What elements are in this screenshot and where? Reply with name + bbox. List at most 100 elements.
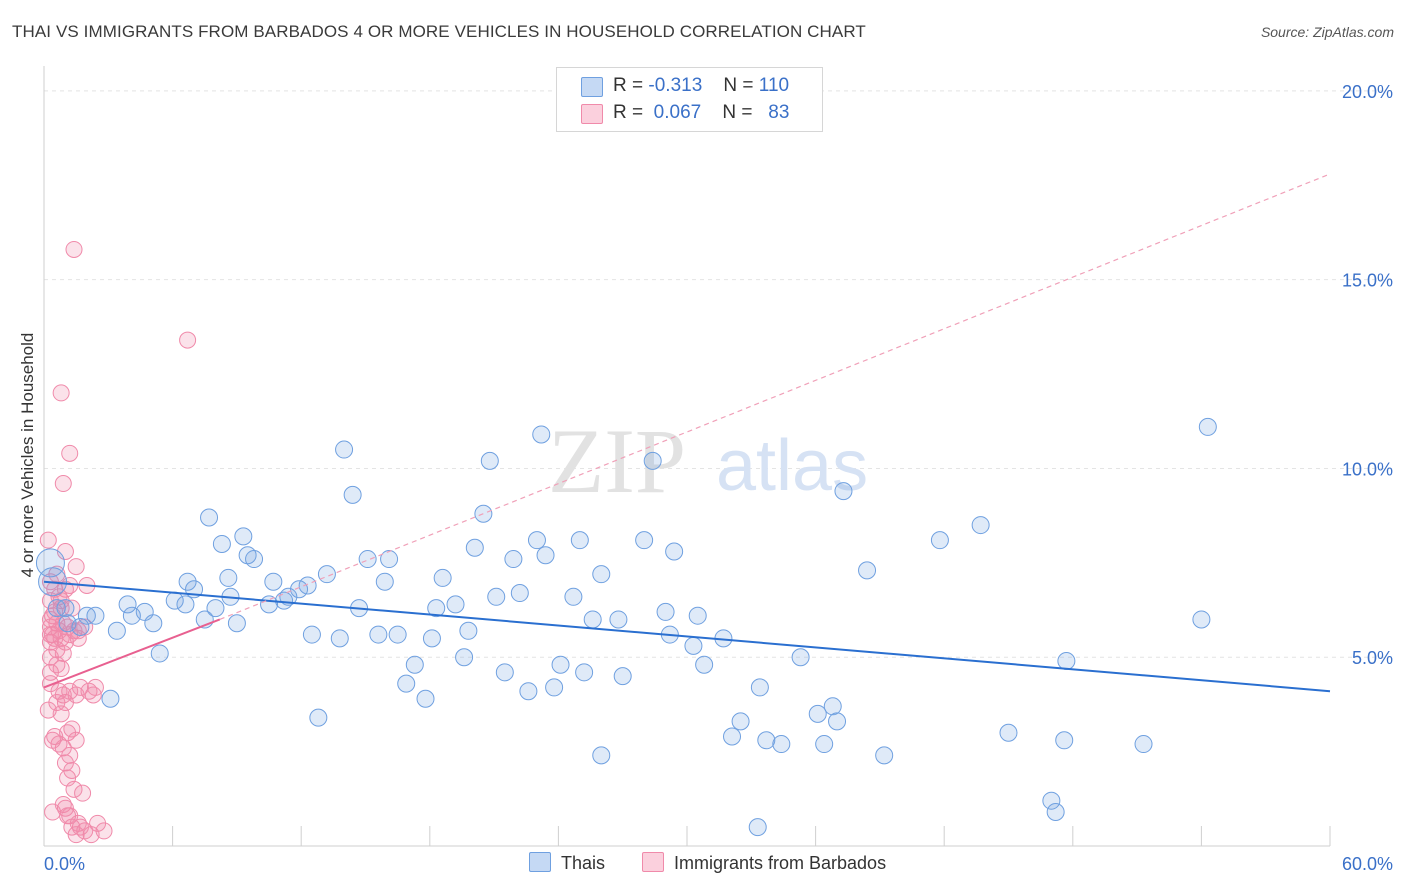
point-thais: [58, 614, 77, 633]
point-thais: [731, 712, 750, 731]
point-thais: [613, 667, 632, 686]
y-axis-label: 4 or more Vehicles in Household: [18, 332, 37, 578]
series-thais-points: [35, 417, 1217, 837]
point-thais: [495, 663, 514, 682]
point-thais: [772, 735, 791, 754]
point-thais: [643, 451, 662, 470]
point-thais: [834, 482, 853, 501]
point-thais: [302, 625, 321, 644]
point-thais: [510, 584, 529, 603]
point-barbados: [39, 701, 57, 719]
point-barbados: [63, 761, 81, 779]
point-thais: [298, 576, 317, 595]
point-barbados: [54, 475, 72, 493]
point-thais: [178, 572, 197, 591]
correlation-legend: R = -0.313 N = 110 R = 0.067 N = 83: [556, 67, 823, 132]
point-thais: [504, 550, 523, 569]
point-thais: [234, 527, 253, 546]
point-thais: [330, 629, 349, 648]
point-thais: [564, 587, 583, 606]
point-thais: [527, 531, 546, 550]
bottom-swatch-barbados: [642, 852, 664, 872]
point-thais: [688, 606, 707, 625]
point-thais: [427, 599, 446, 618]
point-barbados: [54, 644, 72, 662]
watermark-atlas: atlas: [716, 426, 868, 506]
point-barbados: [67, 558, 85, 576]
point-barbados: [56, 543, 74, 561]
axes: [43, 66, 1331, 847]
point-barbados: [61, 746, 79, 764]
point-thais: [592, 746, 611, 765]
point-thais: [828, 712, 847, 731]
point-barbados: [52, 660, 70, 678]
point-thais: [748, 818, 767, 837]
point-barbados: [65, 780, 83, 798]
point-thais: [416, 689, 435, 708]
point-thais: [405, 655, 424, 674]
point-thais: [635, 531, 654, 550]
point-thais: [433, 568, 452, 587]
point-thais: [264, 572, 283, 591]
point-thais: [858, 561, 877, 580]
point-thais: [459, 621, 478, 640]
point-thais: [609, 610, 628, 629]
point-thais: [343, 485, 362, 504]
legend-swatch-thais: [581, 77, 603, 97]
point-barbados: [74, 784, 92, 802]
point-thais: [245, 550, 264, 569]
point-thais: [397, 674, 416, 693]
point-thais: [583, 610, 602, 629]
point-thais: [999, 723, 1018, 742]
trend-line-barbados-extension: [219, 173, 1331, 621]
point-barbados: [39, 531, 57, 549]
legend-n-label: N =: [722, 102, 753, 123]
point-thais: [118, 595, 137, 614]
point-thais: [757, 731, 776, 750]
source-label: Source: ZipAtlas.com: [1260, 24, 1394, 40]
point-thais: [369, 625, 388, 644]
point-thais: [665, 542, 684, 561]
point-thais: [335, 440, 354, 459]
point-thais: [570, 531, 589, 550]
point-thais: [875, 746, 894, 765]
point-barbados: [179, 331, 197, 349]
trend-line-barbados: [43, 618, 221, 689]
point-thais: [47, 599, 66, 618]
x-tick-label: 60.0%: [1342, 854, 1393, 874]
legend-n-value: 110: [758, 75, 790, 96]
point-thais: [695, 655, 714, 674]
point-thais: [971, 516, 990, 535]
legend-swatch-barbados: [581, 104, 603, 124]
point-thais: [1134, 735, 1153, 754]
legend-r-label: R =: [613, 102, 644, 123]
point-barbados: [76, 618, 94, 636]
point-barbados: [46, 728, 64, 746]
point-thais: [35, 548, 65, 578]
legend-r-value: -0.313: [648, 75, 703, 96]
point-thais: [551, 655, 570, 674]
point-thais: [206, 599, 225, 618]
point-thais: [1057, 651, 1076, 670]
point-thais: [176, 595, 195, 614]
legend-n-label: N =: [723, 75, 754, 96]
series-barbados-points: [39, 240, 197, 844]
point-thais: [1046, 803, 1065, 822]
grid-lines: [44, 90, 1394, 658]
point-thais: [200, 508, 219, 527]
legend-r-label: R =: [613, 75, 644, 96]
point-thais: [290, 580, 309, 599]
tick-labels: 5.0% 10.0% 15.0% 20.0% 0.0% 60.0%: [44, 82, 1393, 874]
point-thais: [260, 595, 279, 614]
point-barbados: [67, 731, 85, 749]
point-thais: [656, 602, 675, 621]
point-thais: [309, 708, 328, 727]
y-tick-label: 15.0%: [1342, 271, 1393, 291]
point-thais: [212, 534, 231, 553]
point-thais: [446, 595, 465, 614]
watermark: ZIP atlas: [548, 410, 868, 512]
point-thais: [808, 704, 827, 723]
point-thais: [536, 546, 555, 565]
point-thais: [380, 550, 399, 569]
legend-n-value: 83: [768, 102, 790, 123]
